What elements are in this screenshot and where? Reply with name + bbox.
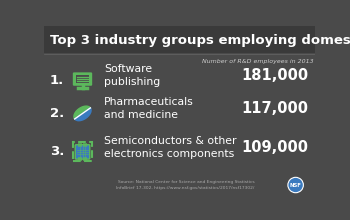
Text: Software
publishing: Software publishing: [104, 64, 160, 87]
Text: 1.: 1.: [50, 74, 64, 87]
Text: 2.: 2.: [50, 107, 64, 120]
Text: Top 3 industry groups employing domestic R&D: Top 3 industry groups employing domestic…: [50, 34, 350, 47]
FancyBboxPatch shape: [75, 145, 90, 159]
Text: Pharmaceuticals
and medicine: Pharmaceuticals and medicine: [104, 97, 194, 120]
FancyBboxPatch shape: [73, 72, 92, 86]
Polygon shape: [74, 106, 90, 119]
Circle shape: [288, 177, 303, 193]
Text: 181,000: 181,000: [241, 68, 309, 83]
Text: Number of R&D employees in 2013: Number of R&D employees in 2013: [202, 59, 314, 64]
Text: 117,000: 117,000: [242, 101, 309, 116]
Polygon shape: [75, 108, 91, 121]
Text: 109,000: 109,000: [242, 140, 309, 155]
Text: Source: National Center for Science and Engineering Statistics
InfoBrief 17-302,: Source: National Center for Science and …: [116, 180, 254, 190]
FancyBboxPatch shape: [44, 26, 315, 53]
Text: Semiconductors & other
electronics components: Semiconductors & other electronics compo…: [104, 136, 237, 159]
Text: 3.: 3.: [50, 145, 64, 158]
FancyBboxPatch shape: [76, 75, 89, 83]
Text: NSF: NSF: [290, 183, 302, 187]
